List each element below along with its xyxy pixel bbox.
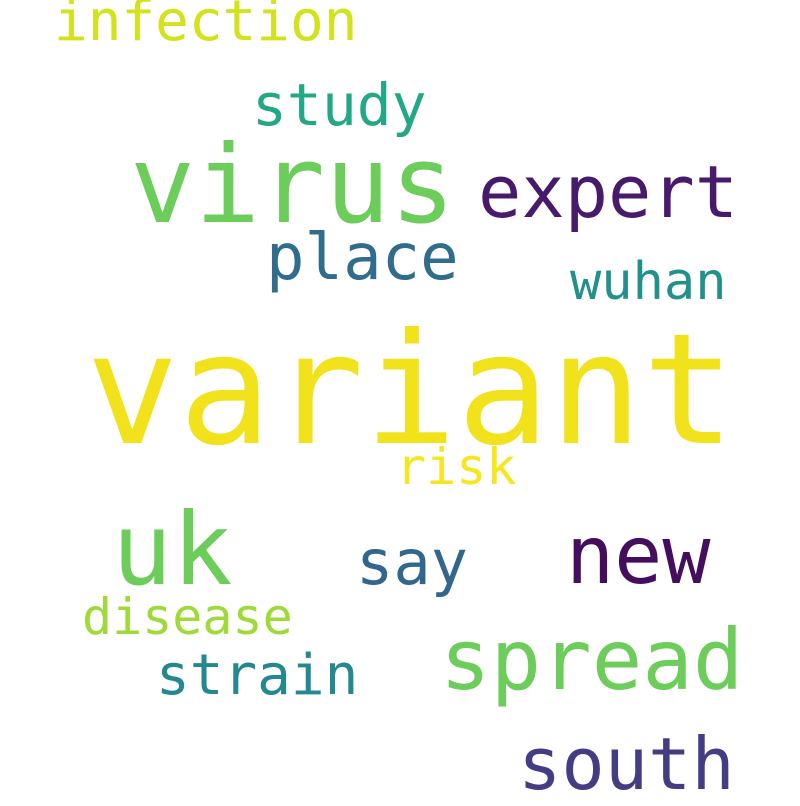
word-new: new [566,509,711,602]
word-risk: risk [396,438,517,496]
word-expert: expert [478,150,739,234]
word-strain: strain [156,643,359,708]
word-virus: virus [130,123,456,248]
word-spread: spread [440,611,744,709]
word-infection: infection [54,0,358,54]
word-disease: disease [82,588,293,646]
word-variant: variant [86,301,736,480]
word-uk: uk [112,491,233,608]
word-study: study [252,71,427,139]
word-wuhan: wuhan [570,252,727,312]
word-say: say [356,526,468,599]
word-place: place [266,221,459,295]
word-south: south [518,722,735,806]
